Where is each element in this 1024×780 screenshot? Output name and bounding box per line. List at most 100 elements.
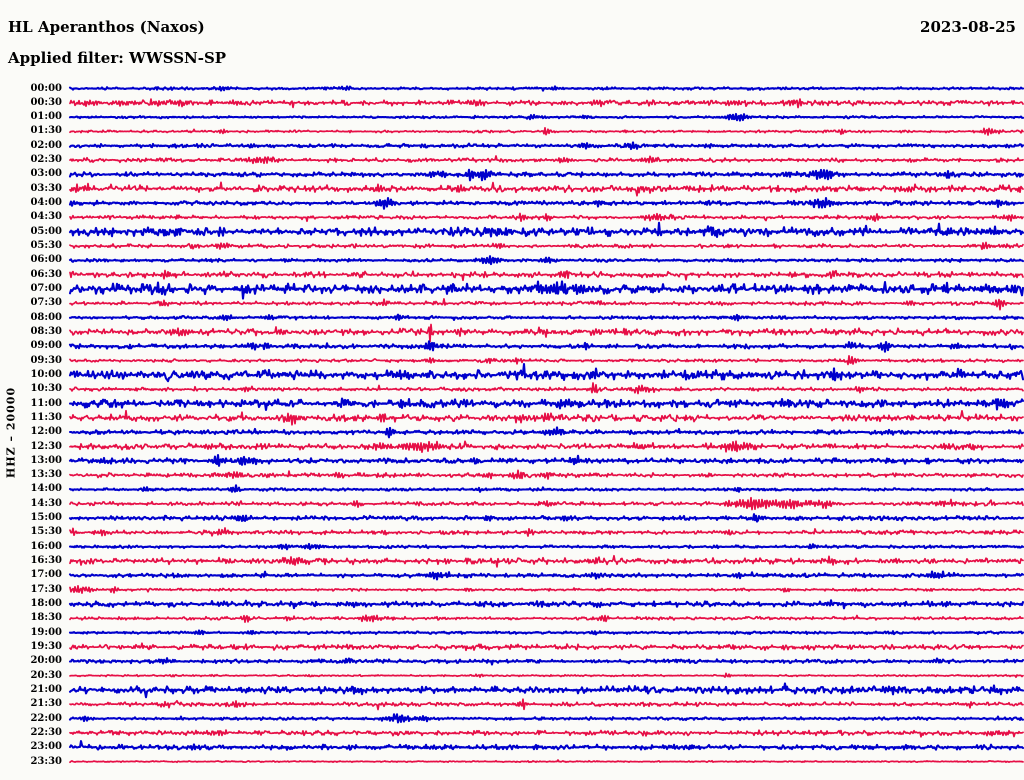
- time-label-20-30: 20:30: [30, 669, 62, 681]
- trace-row-15-30: [69, 527, 1024, 537]
- trace-row-23-30: [69, 759, 1024, 764]
- time-label-15-30: 15:30: [30, 526, 62, 538]
- station-title: HL Aperanthos (Naxos): [8, 18, 205, 36]
- time-label-13-00: 13:00: [30, 454, 62, 466]
- trace-row-05-30: [69, 241, 1024, 251]
- trace-row-07-30: [69, 298, 1024, 311]
- time-label-23-30: 23:30: [30, 755, 62, 767]
- time-label-09-00: 09:00: [30, 340, 62, 352]
- time-label-01-30: 01:30: [30, 125, 62, 137]
- trace-row-13-30: [69, 469, 1024, 480]
- applied-filter-label: Applied filter: WWSSN-SP: [8, 49, 227, 67]
- trace-row-01-00: [68, 112, 1024, 122]
- record-date: 2023-08-25: [920, 18, 1016, 36]
- time-label-12-00: 12:00: [30, 426, 62, 438]
- time-label-15-00: 15:00: [30, 512, 62, 524]
- trace-row-03-30: [69, 181, 1024, 197]
- trace-row-22-00: [68, 713, 1024, 724]
- trace-row-05-00: [68, 221, 1024, 239]
- trace-row-06-30: [69, 269, 1024, 282]
- trace-row-23-00: [68, 740, 1024, 751]
- trace-row-09-30: [69, 355, 1024, 366]
- trace-row-04-00: [68, 196, 1024, 210]
- time-label-00-00: 00:00: [30, 82, 62, 94]
- trace-row-18-00: [68, 599, 1024, 610]
- trace-row-09-00: [68, 340, 1024, 353]
- trace-row-06-00: [68, 255, 1024, 266]
- trace-row-17-30: [69, 585, 1024, 594]
- trace-row-22-30: [69, 729, 1024, 738]
- time-label-19-00: 19:00: [30, 626, 62, 638]
- trace-row-08-00: [68, 313, 1024, 322]
- trace-row-20-30: [69, 672, 1024, 679]
- time-label-10-00: 10:00: [30, 368, 62, 380]
- time-label-00-30: 00:30: [30, 96, 62, 108]
- time-label-14-30: 14:30: [30, 497, 62, 509]
- trace-row-16-30: [69, 554, 1024, 568]
- time-label-07-30: 07:30: [30, 297, 62, 309]
- time-label-10-30: 10:30: [30, 383, 62, 395]
- time-label-07-00: 07:00: [30, 282, 62, 294]
- trace-row-18-30: [69, 614, 1024, 623]
- trace-row-12-30: [69, 440, 1024, 453]
- time-label-16-00: 16:00: [30, 540, 62, 552]
- time-label-04-30: 04:30: [30, 211, 62, 223]
- time-label-18-30: 18:30: [30, 612, 62, 624]
- time-label-09-30: 09:30: [30, 354, 62, 366]
- trace-row-21-30: [69, 698, 1024, 711]
- trace-row-00-30: [69, 98, 1024, 109]
- time-label-11-00: 11:00: [30, 397, 62, 409]
- trace-row-14-00: [68, 484, 1024, 493]
- time-label-08-30: 08:30: [30, 325, 62, 337]
- time-label-20-00: 20:00: [30, 655, 62, 667]
- trace-row-11-00: [68, 397, 1024, 411]
- time-label-03-30: 03:30: [30, 182, 62, 194]
- trace-row-02-30: [69, 155, 1024, 165]
- time-label-19-30: 19:30: [30, 640, 62, 652]
- trace-row-17-00: [68, 570, 1024, 581]
- trace-row-00-00: [68, 85, 1024, 92]
- time-label-17-30: 17:30: [30, 583, 62, 595]
- trace-row-04-30: [69, 212, 1024, 223]
- time-label-22-00: 22:00: [30, 712, 62, 724]
- time-label-06-30: 06:30: [30, 268, 62, 280]
- time-label-06-00: 06:00: [30, 254, 62, 266]
- time-label-02-00: 02:00: [30, 139, 62, 151]
- time-label-03-00: 03:00: [30, 168, 62, 180]
- time-label-04-00: 04:00: [30, 197, 62, 209]
- trace-row-03-00: [68, 168, 1024, 182]
- trace-row-21-00: [68, 682, 1024, 699]
- time-label-18-00: 18:00: [30, 598, 62, 610]
- time-label-08-00: 08:00: [30, 311, 62, 323]
- trace-row-15-00: [68, 513, 1024, 523]
- time-label-05-30: 05:30: [30, 240, 62, 252]
- trace-row-07-00: [68, 280, 1024, 300]
- trace-row-19-30: [69, 642, 1024, 652]
- time-label-14-00: 14:00: [30, 483, 62, 495]
- time-label-21-30: 21:30: [30, 698, 62, 710]
- time-label-23-00: 23:00: [30, 741, 62, 753]
- time-label-11-30: 11:30: [30, 411, 62, 423]
- time-label-02-30: 02:30: [30, 154, 62, 166]
- trace-row-12-00: [68, 426, 1024, 439]
- trace-row-16-00: [68, 542, 1024, 551]
- trace-row-11-30: [69, 409, 1024, 426]
- time-label-17-00: 17:00: [30, 569, 62, 581]
- trace-row-19-00: [68, 629, 1024, 636]
- time-label-01-00: 01:00: [30, 111, 62, 123]
- trace-row-01-30: [69, 127, 1024, 136]
- trace-row-20-00: [68, 657, 1024, 666]
- trace-row-14-30: [69, 496, 1024, 511]
- trace-row-10-00: [68, 363, 1024, 383]
- time-label-12-30: 12:30: [30, 440, 62, 452]
- trace-row-08-30: [69, 323, 1024, 343]
- time-label-16-30: 16:30: [30, 555, 62, 567]
- time-label-05-00: 05:00: [30, 225, 62, 237]
- time-label-22-30: 22:30: [30, 726, 62, 738]
- time-label-13-30: 13:30: [30, 469, 62, 481]
- trace-row-13-00: [68, 454, 1024, 467]
- time-label-21-00: 21:00: [30, 683, 62, 695]
- trace-row-10-30: [69, 382, 1024, 395]
